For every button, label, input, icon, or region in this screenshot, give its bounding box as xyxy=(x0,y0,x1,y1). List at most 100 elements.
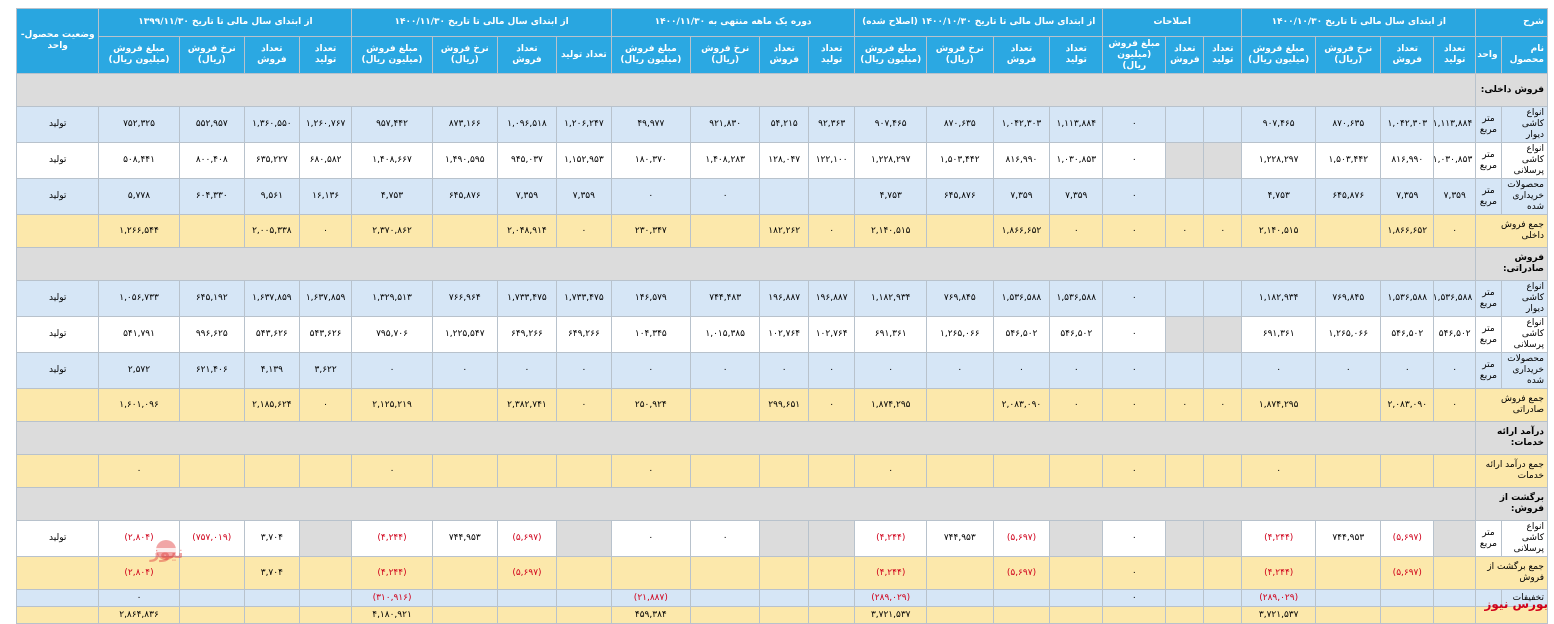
value-cell: ۰ xyxy=(1102,280,1167,317)
value-cell: ۰ xyxy=(1102,142,1167,179)
value-cell xyxy=(1203,520,1243,557)
value-cell: ۷۹۵,۷۰۶ xyxy=(351,316,433,353)
unit-cell: متر مربع xyxy=(1475,106,1502,143)
value-cell: ۱,۲۶۰,۷۶۷ xyxy=(298,106,353,143)
value-cell: (۵,۶۹۷) xyxy=(1380,556,1435,590)
table-row: انواع کاشی دیوار متر مربع ۱,۵۳۶,۵۸۸ ۱,۵۳۶,۵… xyxy=(15,280,1549,317)
value-cell xyxy=(1203,106,1243,143)
value-cell xyxy=(1165,556,1205,590)
value-cell: ۰ xyxy=(1102,556,1167,590)
value-cell: (۲۱,۸۸۷) xyxy=(610,589,691,607)
value-cell xyxy=(689,589,761,607)
value-cell xyxy=(298,606,353,624)
section-row: برگشت از فروش: xyxy=(15,487,1548,521)
header-desc: شرح xyxy=(1475,8,1548,37)
table-header: شرح از ابتدای سال مالی تا تاریخ ۱۴۰۰/۱۰/… xyxy=(15,8,1549,74)
unit-cell: متر مربع xyxy=(1475,352,1502,389)
col-production: تعداد تولید xyxy=(1433,36,1477,74)
value-cell: ۱۸۰,۳۷۰ xyxy=(610,142,691,179)
value-cell xyxy=(807,556,856,590)
section-label: فروش داخلی: xyxy=(1475,73,1548,107)
value-cell: ۱,۵۰۳,۴۴۲ xyxy=(1315,142,1382,179)
value-cell: ۱۲۸,۰۴۷ xyxy=(759,142,809,179)
value-cell: ۶۴۹,۲۶۶ xyxy=(496,316,557,353)
value-cell xyxy=(1165,520,1205,557)
value-cell xyxy=(496,589,557,607)
value-cell xyxy=(1049,606,1104,624)
value-cell: ۲,۰۴۸,۹۱۴ xyxy=(496,214,557,248)
value-cell xyxy=(496,606,557,624)
value-cell: ۹۴۵,۰۳۷ xyxy=(496,142,557,179)
value-cell xyxy=(992,589,1051,607)
value-cell: ۵,۷۷۸ xyxy=(98,178,180,215)
value-cell: ۰ xyxy=(1380,352,1435,389)
value-cell: ۵۴۶,۵۰۲ xyxy=(1049,316,1104,353)
col-sales-count: تعداد فروش xyxy=(759,36,809,74)
value-cell: ۱,۳۶۰,۵۵۰ xyxy=(243,106,300,143)
product-name-cell: محصولات خریداری شده xyxy=(1500,352,1549,389)
value-cell: ۱,۵۳۶,۵۸۸ xyxy=(1049,280,1104,317)
value-cell: (۴,۲۴۴) xyxy=(1241,520,1317,557)
value-cell xyxy=(1433,606,1477,624)
value-cell: ۰ xyxy=(610,352,691,389)
value-cell xyxy=(689,214,761,248)
col-sales-amount: مبلغ فروش (میلیون ریال) xyxy=(351,36,433,74)
value-cell: ۵۴۶,۵۰۲ xyxy=(992,316,1051,353)
header-g2: اصلاحات xyxy=(1102,8,1243,37)
value-cell: ۰ xyxy=(298,214,353,248)
value-cell: ۳,۷۲۱,۵۳۷ xyxy=(1241,606,1317,624)
value-cell: ۷۵۲,۳۲۵ xyxy=(98,106,180,143)
value-cell xyxy=(555,454,612,488)
value-cell xyxy=(1203,178,1243,215)
value-cell xyxy=(1315,556,1382,590)
table-body: فروش داخلی: انواع کاشی دیوار متر مربع ۱,۱۱۳… xyxy=(15,73,1549,624)
value-cell: ۰ xyxy=(555,214,612,248)
value-cell: ۱,۶۰۱,۰۹۶ xyxy=(98,388,180,422)
value-cell xyxy=(759,454,809,488)
status-cell xyxy=(15,556,100,590)
value-cell xyxy=(1203,589,1243,607)
section-row: فروش صادراتی: xyxy=(15,247,1548,281)
header-g6: از ابتدای سال مالی تا تاریخ ۱۳۹۹/۱۱/۳۰ xyxy=(98,8,353,37)
value-cell: ۴,۷۵۳ xyxy=(1241,178,1317,215)
value-cell: ۱,۴۰۸,۲۸۳ xyxy=(689,142,761,179)
value-cell xyxy=(1203,316,1243,353)
value-cell: ۴,۷۵۳ xyxy=(351,178,433,215)
value-cell: ۰ xyxy=(1102,454,1167,488)
value-cell: ۲,۰۸۳,۰۹۰ xyxy=(1380,388,1435,422)
value-cell: ۷,۳۵۹ xyxy=(1380,178,1435,215)
col-sales-count: تعداد فروش xyxy=(1165,36,1205,74)
value-cell: ۲,۵۷۲ xyxy=(98,352,180,389)
value-cell: ۱,۲۶۵,۰۶۶ xyxy=(1315,316,1382,353)
value-cell: ۰ xyxy=(1049,352,1104,389)
value-cell xyxy=(1203,280,1243,317)
status-cell: تولید xyxy=(15,142,100,179)
value-cell: ۹۹۶,۶۲۵ xyxy=(178,316,245,353)
col-sales-amount: مبلغ فروش (میلیون ریال) xyxy=(1241,36,1317,74)
value-cell: ۶۹۱,۳۶۱ xyxy=(854,316,928,353)
value-cell xyxy=(298,520,353,557)
value-cell xyxy=(1049,520,1104,557)
value-cell xyxy=(178,214,245,248)
value-cell: ۵۴,۲۱۵ xyxy=(759,106,809,143)
value-cell: (۴,۲۴۴) xyxy=(854,520,928,557)
sales-report-table: شرح از ابتدای سال مالی تا تاریخ ۱۴۰۰/۱۰/… xyxy=(15,8,1549,624)
value-cell: ۱,۱۸۲,۹۳۴ xyxy=(1241,280,1317,317)
value-cell xyxy=(759,606,809,624)
value-cell: ۱,۵۰۳,۴۴۲ xyxy=(926,142,994,179)
header-g3: از ابتدای سال مالی تا تاریخ ۱۴۰۰/۱۰/۳۰ (… xyxy=(854,8,1104,37)
value-cell xyxy=(298,454,353,488)
product-name-cell: جمع فروش صادراتی xyxy=(1475,388,1548,422)
unit-cell: متر مربع xyxy=(1475,178,1502,215)
col-production: تعداد تولید xyxy=(555,36,612,74)
value-cell xyxy=(1165,142,1205,179)
value-cell: ۰ xyxy=(807,214,856,248)
value-cell: (۵,۶۹۷) xyxy=(496,520,557,557)
value-cell: ۴,۷۵۳ xyxy=(854,178,928,215)
value-cell xyxy=(689,388,761,422)
value-cell xyxy=(555,520,612,557)
value-cell: ۵۰۸,۴۴۱ xyxy=(98,142,180,179)
col-unit: واحد xyxy=(1475,36,1502,74)
status-cell: تولید xyxy=(15,106,100,143)
value-cell xyxy=(1165,178,1205,215)
